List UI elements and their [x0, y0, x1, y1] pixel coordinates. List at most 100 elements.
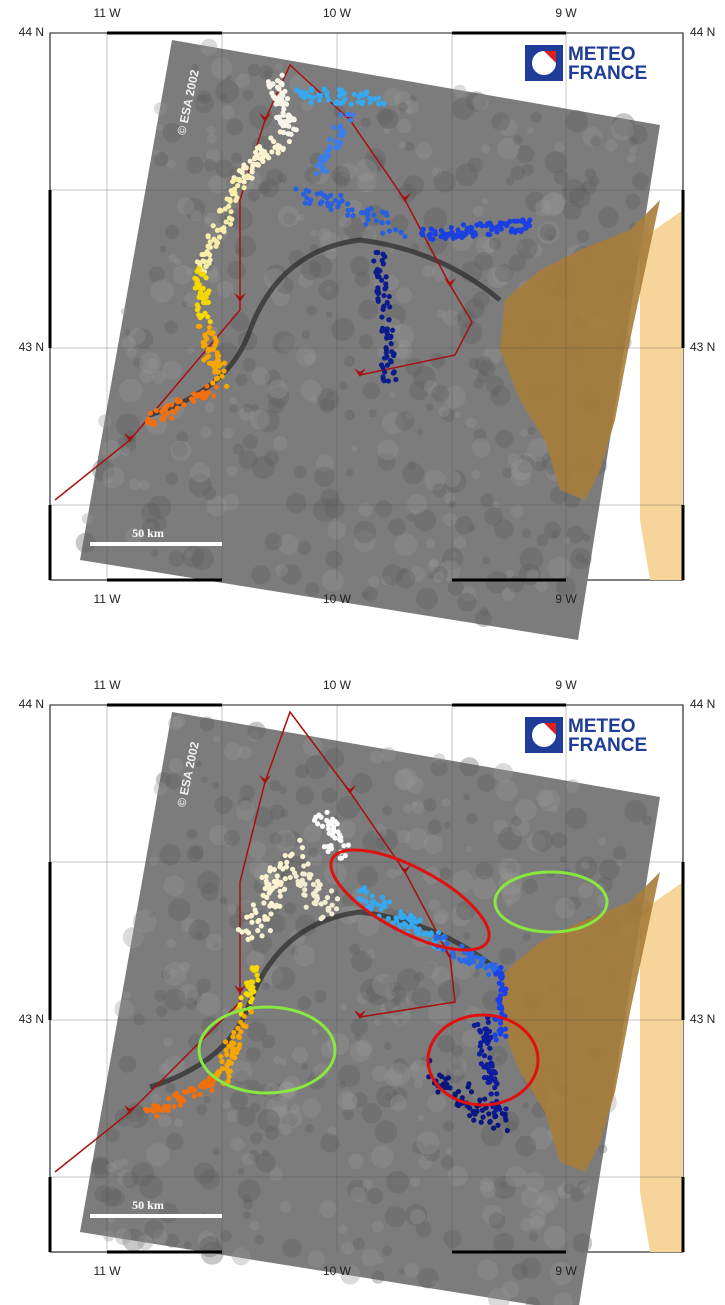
sar-texture	[495, 264, 513, 282]
sar-texture	[388, 518, 406, 536]
particle	[206, 330, 211, 335]
sar-texture	[388, 1063, 411, 1086]
sar-texture	[314, 990, 327, 1003]
sar-texture	[215, 160, 233, 178]
particle	[505, 1128, 510, 1133]
sar-texture	[341, 1242, 354, 1255]
particle	[235, 1026, 240, 1031]
particle	[346, 208, 351, 213]
sar-texture	[115, 1228, 132, 1245]
sar-texture	[300, 380, 321, 401]
particle	[426, 233, 431, 238]
particle	[175, 405, 180, 410]
sar-texture	[201, 883, 219, 901]
particle	[444, 1081, 449, 1086]
lon-label: 9 W	[555, 678, 577, 692]
particle	[449, 225, 454, 230]
particle	[267, 890, 272, 895]
particle	[486, 972, 491, 977]
particle	[311, 95, 316, 100]
sar-texture	[236, 801, 256, 821]
particle	[249, 1009, 254, 1014]
sar-texture	[344, 356, 355, 367]
sar-texture	[611, 118, 633, 140]
sar-texture	[158, 1114, 171, 1127]
sar-texture	[581, 558, 588, 565]
sar-texture	[198, 91, 212, 105]
particle	[244, 928, 249, 933]
sar-texture	[242, 358, 256, 372]
sar-texture	[342, 1109, 353, 1120]
particle	[251, 902, 256, 907]
sar-texture	[416, 588, 438, 610]
sar-texture	[381, 747, 396, 762]
sar-texture	[151, 1093, 161, 1103]
particle	[324, 149, 329, 154]
particle	[268, 911, 273, 916]
sar-texture	[616, 859, 623, 866]
particle	[482, 1053, 487, 1058]
sar-texture	[499, 1181, 505, 1187]
sar-texture	[123, 991, 131, 999]
particle	[479, 1120, 484, 1125]
particle	[238, 1002, 243, 1007]
particle	[244, 991, 249, 996]
particle	[371, 212, 376, 217]
particle	[325, 895, 330, 900]
sar-texture	[426, 539, 435, 548]
particle	[380, 220, 385, 225]
particle	[429, 226, 434, 231]
particle	[492, 1076, 497, 1081]
particle	[329, 888, 334, 893]
sar-texture	[308, 847, 318, 857]
sar-texture	[566, 779, 580, 793]
particle	[166, 1104, 171, 1109]
particle	[204, 355, 209, 360]
particle	[485, 221, 490, 226]
particle	[442, 935, 447, 940]
particle	[334, 145, 339, 150]
sar-texture	[404, 1263, 419, 1278]
sar-texture	[361, 1103, 381, 1123]
particle	[377, 268, 382, 273]
logo-text: METEO	[568, 716, 636, 737]
particle	[215, 240, 220, 245]
particle	[333, 139, 338, 144]
sar-texture	[166, 1133, 184, 1151]
sar-texture	[544, 1226, 567, 1249]
particle	[197, 1092, 202, 1097]
particle	[204, 383, 209, 388]
particle	[182, 1089, 187, 1094]
sar-texture	[482, 198, 488, 204]
sar-texture	[114, 999, 133, 1018]
particle	[233, 198, 238, 203]
sar-texture	[491, 112, 510, 131]
sar-texture	[435, 913, 446, 924]
particle	[201, 340, 206, 345]
particle	[269, 149, 274, 154]
particle	[371, 258, 376, 263]
sar-texture	[522, 528, 532, 538]
particle	[266, 79, 271, 84]
particle	[319, 191, 324, 196]
particle	[364, 899, 369, 904]
sar-texture	[460, 757, 479, 776]
particle	[346, 843, 351, 848]
particle	[294, 87, 299, 92]
sar-texture	[446, 1148, 453, 1155]
lon-label: 10 W	[323, 1264, 352, 1278]
sar-texture	[243, 434, 258, 449]
sar-texture	[484, 507, 502, 525]
sar-texture	[438, 980, 461, 1003]
particle	[249, 166, 254, 171]
sar-texture	[573, 1233, 593, 1253]
sar-texture	[523, 933, 531, 941]
particle	[249, 920, 254, 925]
sar-texture	[423, 798, 436, 811]
sar-texture	[125, 1103, 144, 1122]
particle	[312, 900, 317, 905]
sar-texture	[391, 1005, 411, 1025]
particle	[178, 1099, 183, 1104]
sar-texture	[204, 159, 217, 172]
particle	[215, 376, 220, 381]
